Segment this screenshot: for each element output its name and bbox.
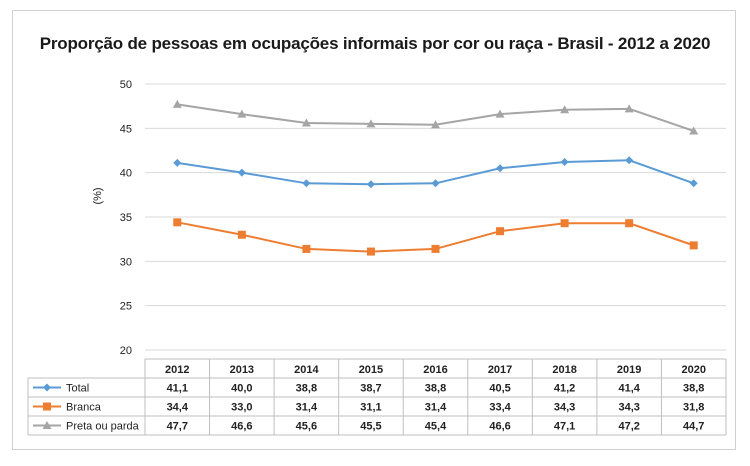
x-tick-label: 2012 [165, 364, 189, 376]
data-point [237, 168, 246, 177]
data-point [431, 179, 440, 188]
y-tick-label: 35 [120, 212, 132, 224]
table-cell: 46,6 [489, 421, 510, 433]
table-cell: 38,8 [296, 383, 317, 395]
table-cell: 40,0 [231, 383, 252, 395]
data-point [560, 105, 570, 114]
data-point [366, 180, 375, 189]
table-cell: 33,0 [231, 402, 252, 414]
table-cell: 31,8 [683, 402, 704, 414]
data-point [42, 421, 52, 429]
x-tick-label: 2019 [617, 364, 641, 376]
data-point [625, 219, 634, 228]
x-tick-label: 2020 [681, 364, 705, 376]
y-tick-label: 40 [120, 168, 132, 180]
data-point [431, 120, 440, 129]
x-tick-label: 2018 [552, 364, 576, 376]
legend-label: Preta ou parda [66, 421, 140, 433]
x-tick-label: 2017 [488, 364, 512, 376]
y-axis-ticks: 20 25 30 35 40 45 50 [120, 79, 132, 357]
data-point [366, 247, 375, 256]
chart-frame [12, 10, 736, 450]
y-tick-label: 25 [120, 301, 132, 313]
data-point [689, 179, 698, 188]
data-point [689, 126, 699, 135]
y-tick-label: 30 [120, 256, 132, 268]
table-cell: 31,4 [296, 402, 318, 414]
data-point [172, 99, 182, 108]
data-point [43, 402, 51, 411]
table-cell: 38,8 [683, 383, 704, 395]
data-point [366, 119, 376, 128]
y-tick-label: 20 [120, 345, 132, 357]
y-axis-label: (%) [92, 187, 104, 204]
data-point [496, 164, 505, 173]
table-cell: 47,2 [618, 421, 639, 433]
table-cell: 45,5 [360, 421, 381, 433]
data-point [689, 241, 698, 250]
table-cell: 34,4 [167, 402, 189, 414]
y-tick-label: 45 [120, 123, 132, 135]
data-point [173, 158, 182, 167]
x-tick-label: 2015 [359, 364, 383, 376]
x-tick-label: 2014 [294, 364, 319, 376]
data-point [173, 218, 182, 227]
data-table: 2012 2013 2014 2015 2016 2017 2018 2019 2020 Tota… [27, 358, 727, 436]
y-tick-label: 50 [120, 79, 132, 91]
legend-label: Total [66, 383, 89, 395]
data-point [625, 156, 634, 165]
table-cell: 40,5 [489, 383, 510, 395]
data-point [496, 227, 505, 236]
data-point [560, 219, 569, 228]
table-cell: 47,7 [167, 421, 188, 433]
data-point [43, 383, 51, 392]
chart-title: Proporção de pessoas em ocupações inform… [39, 34, 711, 53]
table-cell: 31,1 [360, 402, 381, 414]
x-tick-label: 2013 [230, 364, 254, 376]
table-cell: 44,7 [683, 421, 704, 433]
data-point [302, 179, 311, 188]
table-cell: 41,2 [554, 383, 575, 395]
data-point [431, 244, 440, 253]
x-tick-label: 2016 [423, 364, 447, 376]
table-cell: 38,8 [425, 383, 446, 395]
data-point [302, 244, 311, 253]
table-cell: 46,6 [231, 421, 252, 433]
data-point [237, 230, 246, 239]
table-cell: 41,4 [618, 383, 640, 395]
table-cell: 41,1 [167, 383, 188, 395]
table-cell: 34,3 [618, 402, 639, 414]
data-point [624, 104, 634, 113]
table-cell: 45,6 [296, 421, 317, 433]
data-point [495, 109, 505, 118]
data-point [301, 118, 311, 127]
series-lines [172, 99, 699, 256]
table-cell: 31,4 [425, 402, 447, 414]
data-point [560, 158, 569, 167]
table-cell: 33,4 [489, 402, 511, 414]
table-cell: 45,4 [425, 421, 447, 433]
table-cell: 38,7 [360, 383, 381, 395]
legend-label: Branca [66, 402, 102, 414]
table-cell: 34,3 [554, 402, 575, 414]
table-cell: 47,1 [554, 421, 575, 433]
data-point [237, 109, 247, 118]
